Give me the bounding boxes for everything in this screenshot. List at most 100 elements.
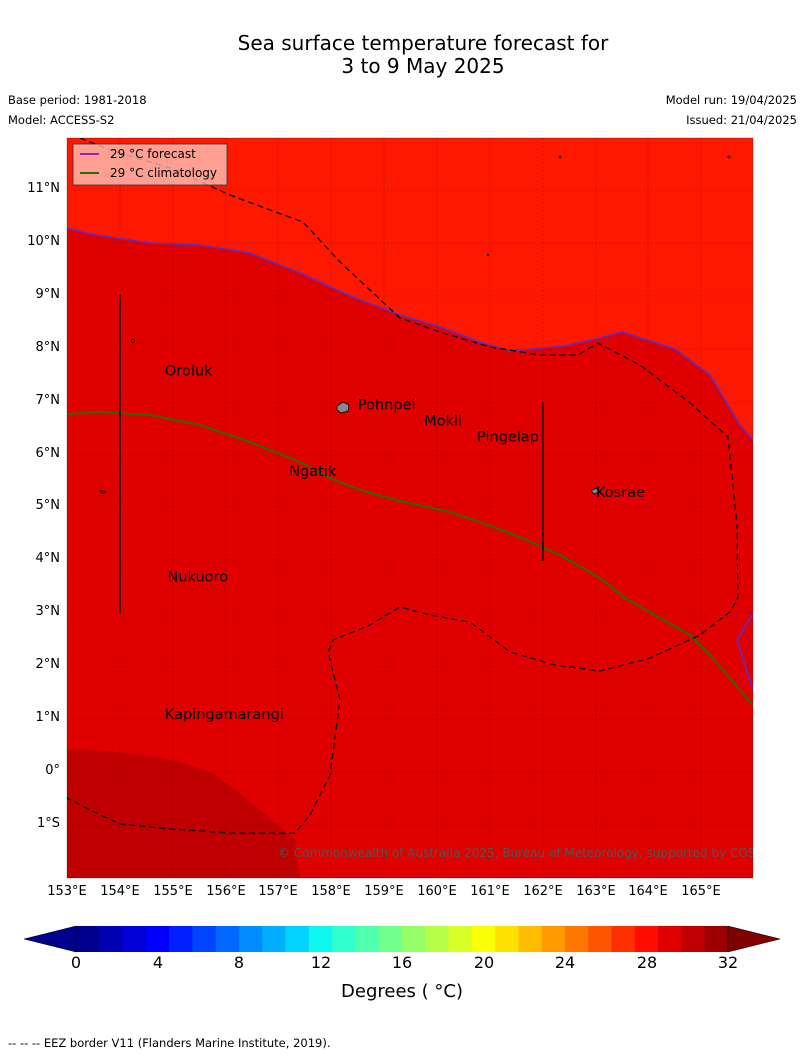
colorbar-swatch [332, 926, 356, 952]
lat-tick: 7°N [35, 393, 61, 408]
colorbar-swatch [99, 926, 124, 952]
base-period: Base period: 1981-2018 [8, 93, 147, 107]
model-run: Model run: 19/04/2025 [665, 93, 797, 107]
colorbar-swatch [122, 926, 147, 952]
pohnpei-island [336, 401, 350, 414]
eez-border [67, 138, 739, 834]
kosrae-island [590, 487, 600, 495]
colorbar-label: Degrees ( °C) [341, 981, 463, 1002]
lon-tick: 158°E [311, 884, 351, 899]
colorbar-swatch [565, 926, 589, 952]
lat-tick: 11°N [27, 181, 60, 196]
colorbar-tick: 8 [233, 953, 245, 972]
colorbar-swatch [76, 926, 100, 952]
colorbar-swatches [76, 926, 729, 952]
colorbar-tick: 16 [391, 953, 413, 972]
lat-tick: 10°N [27, 234, 60, 249]
colorbar-swatch [355, 926, 380, 952]
map-frame [66, 137, 754, 879]
climatology-29c-contour [67, 410, 753, 706]
lon-tick: 157°E [258, 884, 298, 899]
issued-date: Issued: 21/04/2025 [686, 113, 797, 127]
title-line-1: Sea surface temperature forecast for [237, 31, 609, 55]
sst-map: Oroluk Pohnpei Mokil Pingelap Ngatik Kosrae Nu… [66, 137, 783, 879]
colorbar-swatch [541, 926, 566, 952]
colorbar-swatch [239, 926, 263, 952]
lat-tick: 4°N [35, 551, 61, 566]
colorbar-swatch [588, 926, 613, 952]
place-label-oroluk: Oroluk [165, 363, 213, 379]
sst-band-30-31 [67, 749, 300, 878]
oroluk-atoll [131, 339, 135, 343]
lon-tick: 154°E [100, 884, 140, 899]
colorbar-swatch [262, 926, 287, 952]
colorbar-swatch [495, 926, 519, 952]
colorbar-tick: 4 [152, 953, 164, 972]
place-label-ngatik: Ngatik [289, 464, 337, 480]
colorbar-swatch [611, 926, 636, 952]
lon-tick: 165°E [681, 884, 721, 899]
colorbar-swatch [518, 926, 543, 952]
lat-tick: 0° [45, 763, 60, 778]
lon-tick: 155°E [153, 884, 193, 899]
lon-tick: 159°E [364, 884, 404, 899]
small-island-3 [486, 253, 490, 257]
lon-tick: 162°E [523, 884, 563, 899]
place-label-kapingamarangi: Kapingamarangi [165, 707, 284, 723]
lat-tick: 9°N [35, 287, 61, 302]
islands [98, 155, 731, 495]
colorbar-swatch [704, 926, 729, 952]
lon-tick: 160°E [417, 884, 457, 899]
forecast-29c-contour [67, 227, 753, 441]
colorbar-swatch [169, 926, 193, 952]
small-island-1 [558, 155, 562, 159]
colorbar-swatch [215, 926, 240, 952]
colorbar-swatch [634, 926, 659, 952]
lat-tick: 1°N [35, 710, 61, 725]
colorbar-tick: 12 [310, 953, 332, 972]
lon-tick: 164°E [628, 884, 668, 899]
colorbar-tick: 28 [636, 953, 658, 972]
lat-tick: 1°S [36, 816, 60, 831]
lon-tick: 156°E [206, 884, 246, 899]
colorbar-swatch [425, 926, 450, 952]
legend-box [72, 143, 228, 186]
lat-tick: 2°N [35, 657, 61, 672]
small-island-2 [727, 155, 731, 159]
lat-tick: 5°N [35, 498, 61, 513]
colorbar-swatch [192, 926, 217, 952]
colorbar-tick: 0 [70, 953, 82, 972]
colorbar-over-arrow [727, 925, 781, 953]
colorbar-swatch [285, 926, 310, 952]
copyright-notice: © Commonwealth of Australia 2025, Bureau… [278, 846, 783, 860]
lat-tick: 3°N [35, 604, 61, 619]
colorbar-tick: 32 [717, 953, 739, 972]
eez-footnote: -- -- -- EEZ border V11 (Flanders Marine… [8, 1036, 331, 1050]
colorbar-swatch [145, 926, 170, 952]
colorbar-under-arrow [23, 925, 77, 953]
lon-tick: 161°E [470, 884, 510, 899]
place-label-kosrae: Kosrae [596, 485, 645, 501]
colorbar-swatch [681, 926, 706, 952]
colorbar-swatch [402, 926, 426, 952]
colorbar-swatch [448, 926, 473, 952]
legend-forecast-label: 29 °C forecast [110, 147, 196, 161]
colorbar-tick: 24 [554, 953, 576, 972]
colorbar-tick: 20 [473, 953, 495, 972]
place-label-mokil: Mokil [424, 414, 462, 430]
small-island-4 [98, 489, 107, 495]
forecast-29c-contour-south [736, 612, 753, 691]
place-labels: Oroluk Pohnpei Mokil Pingelap Ngatik Kosrae Nu… [165, 363, 645, 723]
place-label-pohnpei: Pohnpei [358, 398, 416, 414]
title-line-2: 3 to 9 May 2025 [341, 54, 505, 78]
legend: 29 °C forecast 29 °C climatology [72, 143, 228, 186]
lon-tick: 163°E [576, 884, 616, 899]
lat-tick: 6°N [35, 446, 61, 461]
legend-climatology-label: 29 °C climatology [110, 166, 217, 180]
model-name: Model: ACCESS-S2 [8, 113, 115, 127]
colorbar-swatch [471, 926, 496, 952]
lat-tick: 8°N [35, 340, 61, 355]
colorbar-swatch [658, 926, 682, 952]
sst-band-29-30 [67, 228, 753, 878]
colorbar-swatch [308, 926, 333, 952]
